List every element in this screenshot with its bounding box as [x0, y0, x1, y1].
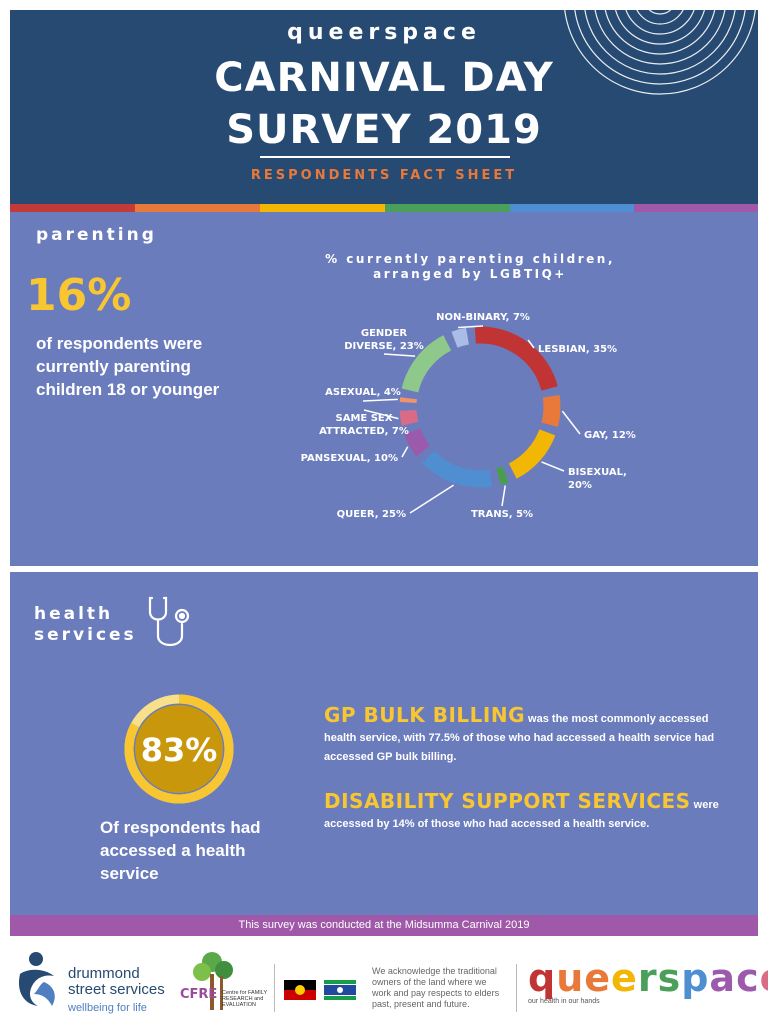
- stethoscope-icon: [148, 596, 190, 647]
- page-title-line2: SURVEY 2019: [226, 107, 542, 153]
- leader-line: [362, 398, 398, 402]
- donut-label-bisexual: BISEXUAL, 20%: [568, 467, 627, 491]
- donut-segment-non-binary: [451, 327, 470, 348]
- cfre-name: Centre for FAMILY RESEARCH and EVALUATIO…: [222, 990, 268, 1008]
- queerspace-logo-letter: p: [681, 956, 710, 1000]
- queerspace-logo-letter: s: [657, 956, 682, 1000]
- leader-line: [501, 485, 506, 507]
- header-banner: [10, 10, 758, 204]
- health-access-ring: 83%: [124, 694, 234, 804]
- queerspace-logo-letter: e: [584, 956, 612, 1000]
- aboriginal-flag-icon: [284, 980, 316, 1000]
- donut-segment-bisexual: [508, 429, 556, 479]
- health-stat: 83%: [141, 731, 218, 769]
- queerspace-tagline: our health in our hands: [528, 998, 600, 1005]
- rainbow-stripe-yellow: [260, 204, 385, 212]
- chart-title: % currently parenting children, arranged…: [325, 252, 615, 281]
- donut-label-gender-diverse: GENDER DIVERSE, 23%: [344, 328, 424, 352]
- donut-segment-same-sex-attracted: [399, 409, 419, 426]
- leader-line: [541, 461, 565, 472]
- disability-support-text: were accessed by 14% of those who had ac…: [324, 799, 719, 830]
- health-panel: [10, 572, 758, 915]
- health-description: Of respondents had accessed a health ser…: [100, 818, 261, 883]
- donut-label-lesbian: LESBIAN, 35%: [538, 344, 617, 355]
- donut-label-pansexual: PANSEXUAL, 10%: [301, 453, 398, 464]
- health-section-title-line1: health: [34, 604, 114, 624]
- disability-support-heading: DISABILITY SUPPORT SERVICES: [324, 789, 691, 813]
- leader-line: [409, 484, 455, 514]
- parenting-section-title: parenting: [36, 225, 157, 245]
- drummond-street-name: drummond street services: [68, 966, 165, 998]
- leader-line: [401, 446, 409, 458]
- leader-line: [383, 353, 416, 357]
- queerspace-logo-letter: e: [760, 956, 768, 1000]
- disability-support-paragraph: DISABILITY SUPPORT SERVICES were accesse…: [324, 789, 734, 834]
- footer-divider-2: [516, 964, 517, 1012]
- page-subtitle: RESPONDENTS FACT SHEET: [250, 168, 518, 183]
- parenting-stat: 16%: [26, 270, 132, 321]
- drummond-street-name-line2: street services: [68, 981, 165, 998]
- drummond-street-tagline: wellbeing for life: [68, 1002, 147, 1014]
- brand-name: queerspace: [287, 20, 481, 45]
- leader-line: [561, 410, 581, 435]
- title-divider: [260, 156, 510, 158]
- lgbtiq-parenting-donut-chart: LESBIAN, 35% GAY, 12% BISEXUAL, 20% TRANS, 5…: [301, 312, 636, 520]
- queerspace-logo: queerspace: [528, 956, 768, 1000]
- rainbow-stripe-green: [385, 204, 510, 212]
- rainbow-stripe-red: [10, 204, 135, 212]
- concentric-arcs-decoration: [564, 10, 756, 95]
- drummond-street-logo-icon: [18, 952, 55, 1006]
- rainbow-stripe-orange: [135, 204, 260, 212]
- survey-info-banner: This survey was conducted at the Midsumm…: [10, 915, 758, 936]
- acknowledgement-of-country: We acknowledge the traditional owners of…: [372, 966, 500, 1009]
- cfre-logo-icon: CFRE: [180, 952, 233, 1010]
- leader-line: [527, 339, 535, 349]
- ring-center-disc: [135, 705, 223, 793]
- donut-segment-trans: [496, 466, 509, 485]
- parenting-description: of respondents were currently parenting …: [36, 334, 220, 399]
- queerspace-logo-letter: r: [637, 956, 658, 1000]
- footer-divider-1: [274, 964, 275, 1012]
- drummond-street-name-line1: drummond: [68, 965, 140, 982]
- gp-bulk-billing-paragraph: GP BULK BILLING was the most commonly ac…: [324, 703, 734, 767]
- ring-fill-arc: [124, 694, 234, 804]
- cfre-letters: CFRE: [180, 987, 217, 1002]
- donut-segment-gay: [541, 394, 561, 427]
- torres-strait-islander-flag-icon: [324, 980, 356, 1000]
- leader-line: [363, 409, 399, 420]
- leader-line: [458, 325, 484, 329]
- donut-label-asexual: ASEXUAL, 4%: [325, 387, 401, 398]
- donut-label-non-binary: NON-BINARY, 7%: [436, 312, 530, 323]
- donut-label-trans: TRANS, 5%: [471, 509, 533, 520]
- gp-bulk-billing-text: was the most commonly accessed health se…: [324, 713, 715, 763]
- donut-segment-lesbian: [474, 326, 558, 391]
- rainbow-stripe-blue: [510, 204, 634, 212]
- health-section-title-line2: services: [34, 625, 137, 645]
- queerspace-logo-letter: u: [556, 956, 585, 1000]
- queerspace-logo-letter: q: [528, 956, 557, 1000]
- queerspace-logo-letter: c: [736, 956, 760, 1000]
- rainbow-stripe-purple: [634, 204, 758, 212]
- parenting-panel: [10, 212, 758, 566]
- queerspace-logo-letter: e: [611, 956, 638, 1000]
- donut-label-queer: QUEER, 25%: [337, 509, 406, 520]
- gp-bulk-billing-heading: GP BULK BILLING: [324, 703, 525, 727]
- donut-segment-queer: [422, 450, 493, 488]
- donut-label-same-sex-attracted: SAME SEX ATTRACTED, 7%: [319, 413, 409, 437]
- donut-label-gay: GAY, 12%: [584, 430, 636, 441]
- page-title-line1: CARNIVAL DAY: [214, 55, 554, 101]
- donut-segment-pansexual: [404, 428, 430, 457]
- donut-segment-gender-diverse: [401, 335, 452, 393]
- queerspace-logo-letter: a: [709, 956, 737, 1000]
